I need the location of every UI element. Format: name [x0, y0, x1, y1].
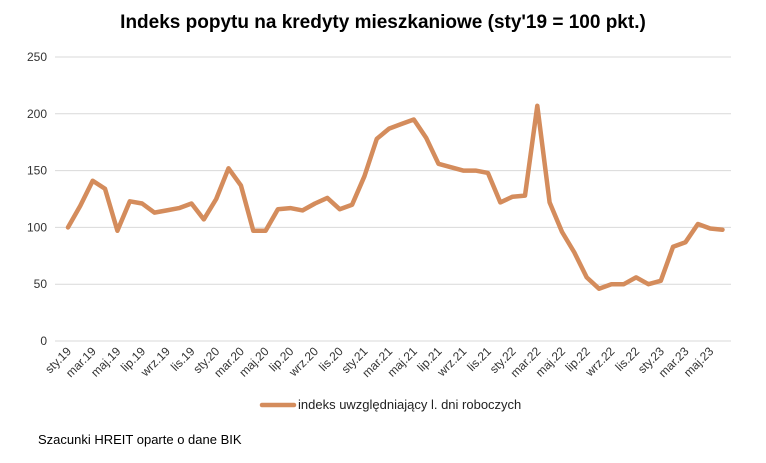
source-note: Szacunki HREIT oparte o dane BIK	[38, 432, 242, 447]
chart-title: Indeks popytu na kredyty mieszkaniowe (s…	[120, 12, 646, 33]
y-tick-label: 100	[27, 220, 47, 234]
y-tick-label: 50	[34, 277, 48, 291]
series-line	[65, 103, 725, 291]
legend-label: indeks uwzględniający l. dni roboczych	[298, 397, 521, 412]
y-tick-label: 200	[27, 107, 47, 121]
y-tick-label: 150	[27, 164, 47, 178]
y-tick-label: 0	[40, 334, 47, 348]
y-tick-label: 250	[27, 50, 47, 64]
